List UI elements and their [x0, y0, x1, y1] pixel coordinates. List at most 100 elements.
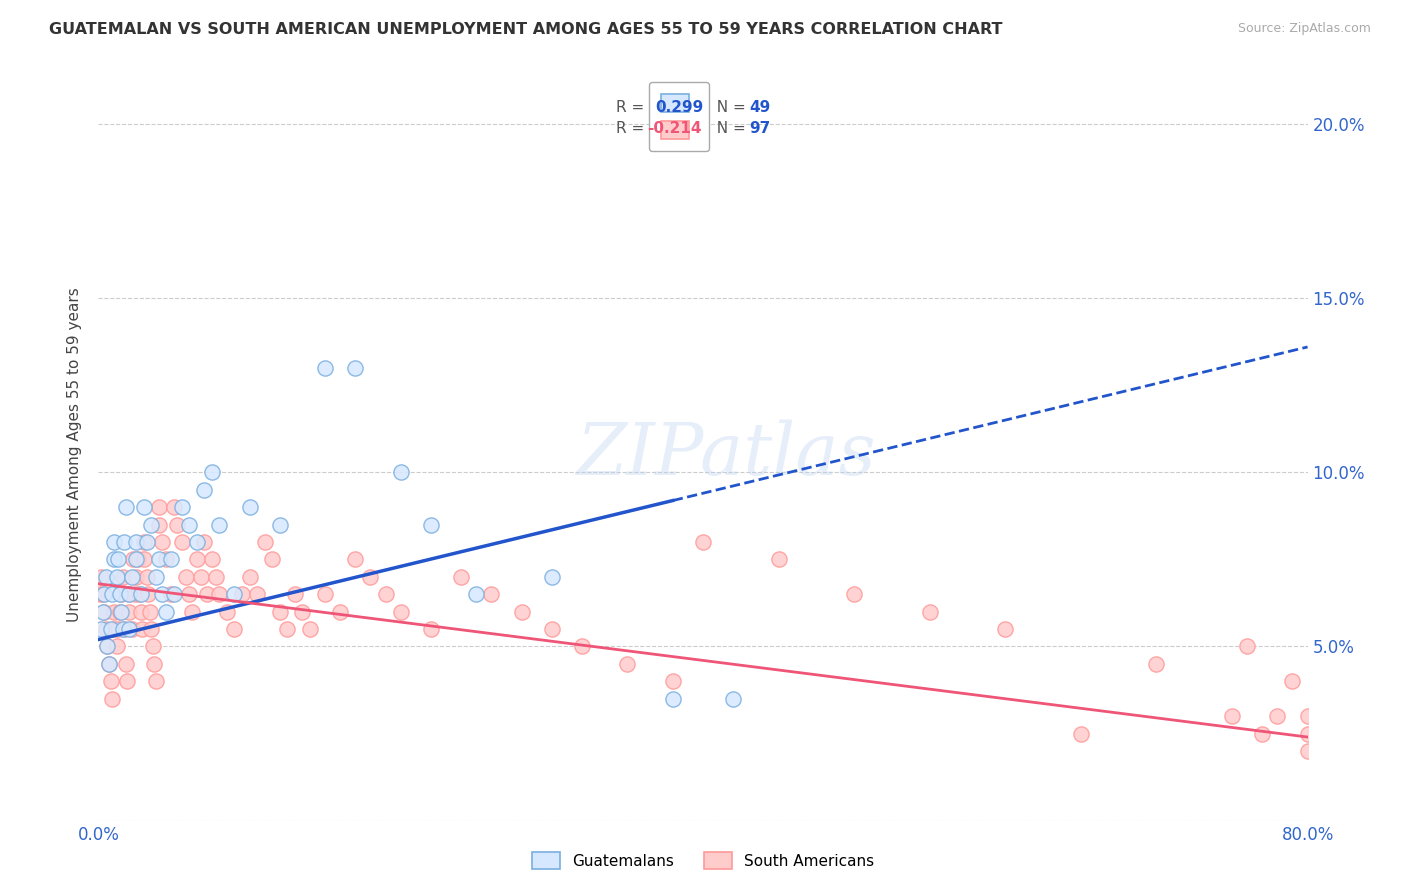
Point	[314, 587, 336, 601]
Point	[125, 535, 148, 549]
Point	[132, 535, 155, 549]
Point	[314, 360, 336, 375]
Point	[661, 674, 683, 689]
Point	[132, 500, 155, 515]
Point	[93, 605, 115, 619]
Point	[132, 552, 155, 566]
Point	[205, 570, 228, 584]
Point	[100, 674, 122, 689]
Point	[118, 605, 141, 619]
Point	[115, 674, 138, 689]
Point	[344, 360, 367, 375]
Point	[89, 587, 111, 601]
Point	[139, 605, 162, 619]
Point	[100, 622, 122, 636]
Point	[105, 640, 128, 654]
Point	[510, 605, 533, 619]
Point	[118, 622, 141, 636]
Point	[186, 535, 208, 549]
Point	[112, 622, 135, 636]
Text: 97: 97	[749, 121, 770, 136]
Point	[465, 587, 488, 601]
Point	[103, 622, 125, 636]
Point	[201, 466, 224, 480]
Point	[155, 552, 177, 566]
Point	[91, 587, 114, 601]
Point	[1281, 674, 1303, 689]
Point	[129, 587, 152, 601]
Point	[107, 622, 129, 636]
Point	[276, 622, 298, 636]
Point	[118, 587, 141, 601]
Point	[374, 587, 396, 601]
Point	[112, 535, 135, 549]
Point	[143, 657, 166, 671]
Text: R =: R =	[616, 100, 650, 114]
Point	[540, 622, 562, 636]
Text: 0.299: 0.299	[655, 100, 703, 114]
Point	[193, 483, 215, 497]
Point	[148, 500, 170, 515]
Point	[150, 535, 173, 549]
Point	[224, 622, 246, 636]
Point	[94, 622, 117, 636]
Point	[844, 587, 866, 601]
Point	[195, 587, 218, 601]
Point	[269, 605, 291, 619]
Point	[1296, 709, 1319, 723]
Point	[108, 587, 131, 601]
Point	[90, 622, 112, 636]
Point	[208, 517, 231, 532]
Point	[105, 570, 128, 584]
Y-axis label: Unemployment Among Ages 55 to 59 years: Unemployment Among Ages 55 to 59 years	[67, 287, 83, 623]
Text: GUATEMALAN VS SOUTH AMERICAN UNEMPLOYMENT AMONG AGES 55 TO 59 YEARS CORRELATION : GUATEMALAN VS SOUTH AMERICAN UNEMPLOYMEN…	[49, 22, 1002, 37]
Point	[1267, 709, 1289, 723]
Point	[91, 605, 114, 619]
Point	[616, 657, 638, 671]
Point	[103, 535, 125, 549]
Point	[344, 552, 367, 566]
Point	[389, 466, 412, 480]
Text: -0.214: -0.214	[647, 121, 702, 136]
Point	[150, 587, 173, 601]
Text: Source: ZipAtlas.com: Source: ZipAtlas.com	[1237, 22, 1371, 36]
Point	[96, 640, 118, 654]
Point	[179, 517, 201, 532]
Point	[215, 605, 238, 619]
Point	[121, 622, 143, 636]
Legend: Guatemalans, South Americans: Guatemalans, South Americans	[526, 846, 880, 875]
Legend: , : ,	[650, 82, 709, 151]
Point	[98, 657, 121, 671]
Point	[299, 622, 322, 636]
Point	[142, 640, 165, 654]
Point	[723, 691, 745, 706]
Point	[111, 570, 134, 584]
Point	[136, 587, 159, 601]
Point	[360, 570, 382, 584]
Point	[101, 691, 124, 706]
Point	[124, 587, 146, 601]
Point	[141, 517, 163, 532]
Point	[125, 552, 148, 566]
Point	[128, 587, 150, 601]
Point	[101, 587, 124, 601]
Point	[253, 535, 276, 549]
Point	[166, 517, 188, 532]
Point	[163, 587, 186, 601]
Point	[148, 517, 170, 532]
Point	[269, 517, 291, 532]
Point	[127, 552, 149, 566]
Point	[118, 587, 141, 601]
Point	[201, 552, 224, 566]
Point	[193, 535, 215, 549]
Point	[111, 622, 134, 636]
Point	[262, 552, 284, 566]
Point	[163, 500, 186, 515]
Point	[181, 605, 204, 619]
Point	[994, 622, 1017, 636]
Point	[1296, 744, 1319, 758]
Point	[239, 500, 262, 515]
Point	[98, 657, 121, 671]
Point	[125, 570, 148, 584]
Point	[420, 622, 443, 636]
